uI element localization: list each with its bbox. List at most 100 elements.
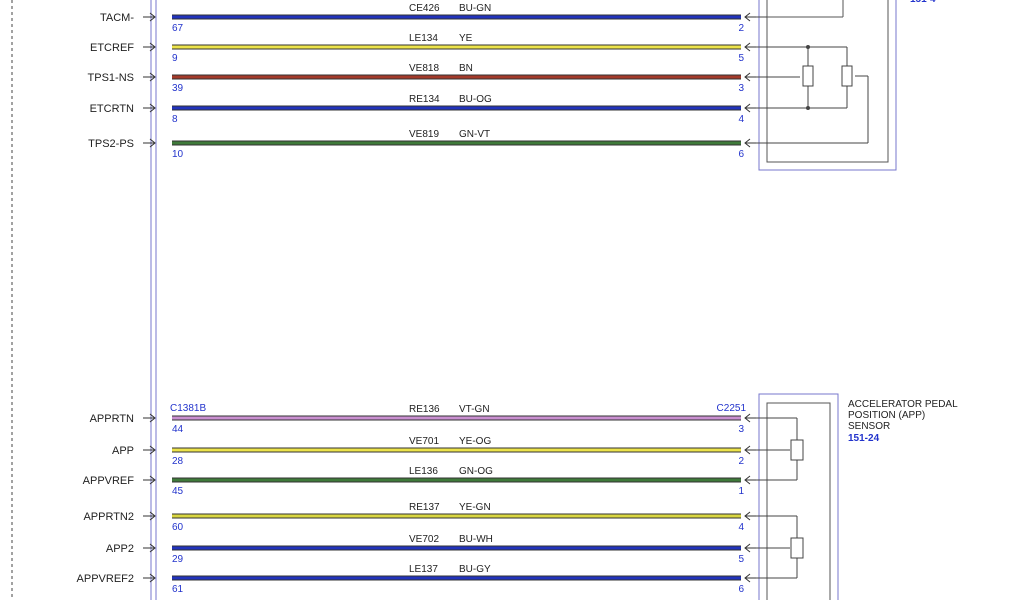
- left-terminal-arrow-icon: [143, 72, 156, 82]
- top-wire-row-4: TPS2-PS VE819 GN-VT 10 6: [88, 129, 767, 160]
- right-terminal-arrow-icon: [744, 42, 756, 52]
- tps-junction-top: [806, 45, 810, 49]
- pin-left: 29: [172, 554, 184, 565]
- pin-left: 60: [172, 522, 184, 533]
- pin-right: 6: [738, 584, 744, 595]
- pin-left: 10: [172, 149, 184, 160]
- pin-right: 2: [738, 456, 744, 467]
- bottom-wire-row-4: APP2 VE702 BU-WH 29 5: [106, 534, 767, 565]
- bottom-wire-row-2: APPVREF LE136 GN-OG 45 1: [83, 466, 767, 497]
- right-terminal-arrow-icon: [744, 445, 756, 455]
- right-terminal-arrow-icon: [744, 72, 756, 82]
- right-terminal-arrow-icon: [744, 103, 756, 113]
- circuit-id: RE134: [409, 94, 440, 105]
- signal-name: APP2: [106, 543, 134, 555]
- right-terminal-arrow-icon: [744, 475, 756, 485]
- wire-color-code: BU-WH: [459, 534, 493, 545]
- tps-sensor-network: [767, 46, 869, 144]
- pin-right: 3: [738, 424, 744, 435]
- app-sensor-ref: 151-24: [848, 433, 880, 444]
- bottom-wire-row-1: APP VE701 YE-OG 28 2: [112, 436, 767, 467]
- circuit-id: VE701: [409, 436, 439, 447]
- left-terminal-arrow-icon: [143, 413, 156, 423]
- wire-color-code: GN-OG: [459, 466, 493, 477]
- wire-color-code: BU-OG: [459, 94, 492, 105]
- pin-right: 4: [738, 522, 744, 533]
- wire-color-code: YE-OG: [459, 436, 491, 447]
- pin-left: 39: [172, 83, 184, 94]
- wire-color-code: BN: [459, 63, 473, 74]
- wire-color-code: BU-GN: [459, 3, 491, 14]
- signal-name: APPVREF: [83, 475, 135, 487]
- throttle-body-outer-box: [758, 0, 897, 171]
- circuit-id: VE819: [409, 129, 439, 140]
- left-terminal-arrow-icon: [143, 511, 156, 521]
- pin-right: 4: [738, 114, 744, 125]
- left-terminal-arrow-icon: [143, 12, 156, 22]
- signal-name: TPS1-NS: [88, 72, 134, 84]
- right-terminal-arrow-icon: [744, 573, 756, 583]
- signal-name: ETCREF: [90, 42, 134, 54]
- wire-color-code: YE-GN: [459, 502, 491, 513]
- tps-junction-bottom: [806, 106, 810, 110]
- top-wire-row-2: TPS1-NS VE818 BN 39 3: [88, 63, 767, 94]
- pin-right: 6: [738, 149, 744, 160]
- app-sensor-inner-box: [766, 402, 831, 600]
- bottom-wire-row-0: APPRTN RE136 VT-GN 44 3: [90, 404, 767, 435]
- pin-left: 45: [172, 486, 184, 497]
- pin-left: 44: [172, 424, 184, 435]
- pin-right: 3: [738, 83, 744, 94]
- app-sensor-outer-box: [758, 393, 839, 600]
- pin-left: 28: [172, 456, 184, 467]
- pin-right: 1: [738, 486, 744, 497]
- pin-right: 5: [738, 53, 744, 64]
- left-terminal-arrow-icon: [143, 445, 156, 455]
- circuit-id: CE426: [409, 3, 440, 14]
- connector-left-label: C1381B: [170, 403, 206, 414]
- wire-color-code: BU-GY: [459, 564, 491, 575]
- left-terminal-arrow-icon: [143, 475, 156, 485]
- signal-name: APPVREF2: [77, 573, 134, 585]
- pin-right: 2: [738, 23, 744, 34]
- circuit-id: LE134: [409, 33, 438, 44]
- right-terminal-arrow-icon: [744, 413, 756, 423]
- left-terminal-arrow-icon: [143, 42, 156, 52]
- signal-name: APPRTN2: [83, 511, 134, 523]
- app-sensor-name-line1: ACCELERATOR PEDAL: [848, 399, 958, 410]
- pin-left: 9: [172, 53, 178, 64]
- circuit-id: LE137: [409, 564, 438, 575]
- bottom-wire-row-3: APPRTN2 RE137 YE-GN 60 4: [83, 502, 767, 533]
- pin-left: 8: [172, 114, 178, 125]
- circuit-id: VE702: [409, 534, 439, 545]
- left-terminal-arrow-icon: [143, 573, 156, 583]
- pin-right: 5: [738, 554, 744, 565]
- right-terminal-arrow-icon: [744, 543, 756, 553]
- circuit-id: VE818: [409, 63, 439, 74]
- top-wire-row-0: TACM- CE426 BU-GN 67 2: [100, 3, 767, 34]
- right-terminal-arrow-icon: [744, 12, 756, 22]
- app-sensor-name-line2: POSITION (APP): [848, 410, 925, 421]
- circuit-id: RE136: [409, 404, 440, 415]
- signal-name: TACM-: [100, 12, 134, 24]
- wire-color-code: VT-GN: [459, 404, 490, 415]
- circuit-id: RE137: [409, 502, 440, 513]
- pin-left: 61: [172, 584, 184, 595]
- connector-right-label: C2251: [717, 403, 747, 414]
- left-terminal-arrow-icon: [143, 543, 156, 553]
- left-terminal-arrow-icon: [143, 138, 156, 148]
- circuit-id: LE136: [409, 466, 438, 477]
- throttle-body-inner-box: [766, 0, 889, 163]
- app-sensor-name-line3: SENSOR: [848, 421, 890, 432]
- throttle-ref-partial: 151-4: [910, 0, 936, 5]
- right-terminal-arrow-icon: [744, 511, 756, 521]
- wire-color-code: GN-VT: [459, 129, 490, 140]
- signal-name: TPS2-PS: [88, 138, 134, 150]
- right-terminal-arrow-icon: [744, 138, 756, 148]
- signal-name: APPRTN: [90, 413, 134, 425]
- pin-left: 67: [172, 23, 184, 34]
- wire-color-code: YE: [459, 33, 473, 44]
- bottom-wire-row-5: APPVREF2 LE137 BU-GY 61 6: [77, 564, 767, 595]
